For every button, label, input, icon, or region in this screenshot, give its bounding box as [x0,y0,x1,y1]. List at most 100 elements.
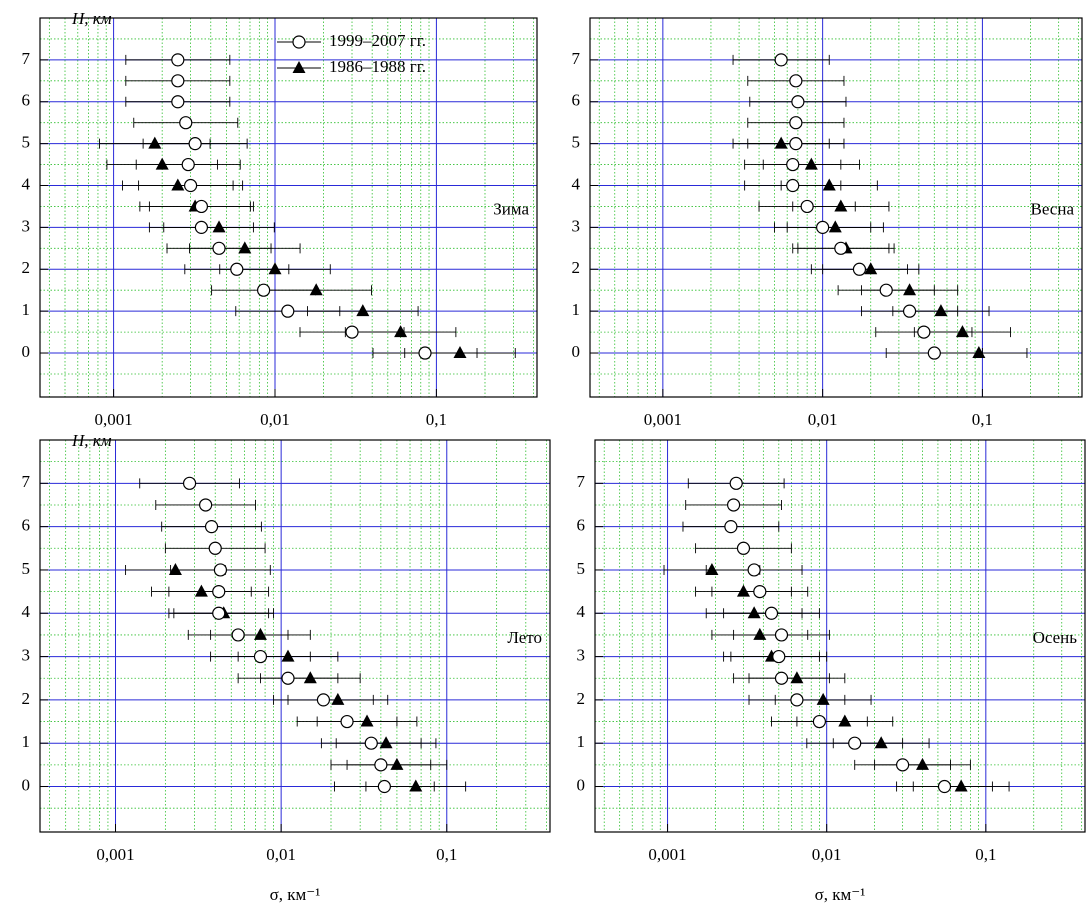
data-point [394,325,408,338]
data-point [772,649,786,664]
data-point [786,178,800,193]
data-point [204,520,219,534]
data-point [852,262,867,276]
data-point [848,736,862,750]
data-point [774,136,788,149]
panel-label: Осень [1033,628,1078,647]
data-point [390,757,404,770]
data-point [822,178,836,191]
y-tick-label: 1 [577,732,586,751]
panel-label: Весна [1031,200,1075,219]
data-point [726,498,741,512]
data-point [927,346,941,360]
panel-label: Лето [507,628,542,647]
data-point [789,116,803,130]
x-tick-label: 0,001 [94,410,132,429]
data-point [213,563,228,577]
data-point [736,584,750,597]
plot-frame [589,17,1083,398]
data-point [194,199,209,214]
data-point [182,476,197,490]
data-point [303,671,317,684]
panel: 0,001 0,01 0,1 0 1 2 3 4 5 6 7 H, км Зима 1999–2007 г… [22,9,538,429]
x-tick-label: 0,1 [436,845,457,864]
data-point [316,693,331,707]
y-tick-label: 2 [572,258,581,277]
data-point [804,157,818,170]
x-tick-label: 0,1 [972,410,993,429]
data-point [418,346,432,360]
x-tick-label: 0,01 [808,410,838,429]
y-tick-label: 3 [22,216,31,235]
data-point [747,563,761,577]
data-point [747,606,761,619]
x-tick-label: 0,01 [260,410,290,429]
y-tick-label: 5 [572,133,581,152]
data-point [934,304,948,317]
data-point [257,283,271,297]
data-point [789,137,803,151]
data-point [379,736,393,749]
y-tick-label: 6 [22,91,31,110]
data-point [171,74,185,88]
data-point [188,137,202,151]
data-point [915,757,929,770]
data-point [374,758,388,772]
x-tick-label: 0,001 [644,410,682,429]
data-point [148,136,162,149]
data-point [903,283,917,296]
data-point [834,199,848,212]
data-point [874,736,888,749]
data-point [281,671,295,685]
x-tick-label: 0,01 [812,845,842,864]
data-point [345,325,359,339]
data-point [789,74,803,88]
data-point [155,157,169,170]
y-tick-label: 1 [22,732,31,751]
data-point [879,283,893,297]
panel: 0,001 0,01 0,1 0 1 2 3 4 5 6 7 Весна [572,17,1083,429]
data-point [955,325,969,338]
data-point [937,779,952,794]
data-point [954,779,968,792]
x-tick-label: 0,1 [426,410,447,429]
y-tick-label: 1 [572,300,581,319]
plot-frame [39,439,551,833]
data-point [753,627,767,640]
data-point [331,692,345,705]
y-tick-label: 7 [572,49,581,68]
panel: 0,001 0,01 0,1 0 1 2 3 4 5 6 7 H, км σ, км⁻¹ Лето [22,431,551,904]
data-point [753,585,767,599]
y-tick-label: 3 [572,216,581,235]
data-point [896,758,910,772]
data-point [828,220,842,233]
data-point [281,649,295,662]
data-point [790,693,804,707]
legend-marker [292,35,306,49]
y-tick-label: 7 [22,472,31,491]
data-point [212,585,226,599]
y-tick-label: 6 [577,516,586,535]
data-point [208,541,222,555]
data-point [360,714,374,727]
y-tick-label: 0 [22,342,31,361]
data-point [724,520,738,534]
y-tick-label: 6 [22,516,31,535]
y-tick-label: 2 [22,689,31,708]
data-point [774,53,788,67]
data-point [168,562,182,575]
y-tick-label: 7 [22,49,31,68]
y-tick-label: 0 [22,775,31,794]
data-point [268,262,282,275]
y-tick-label: 5 [577,559,586,578]
y-tick-label: 2 [577,689,586,708]
data-point [171,53,185,67]
y-tick-label: 0 [572,342,581,361]
legend-label: 1986–1988 гг. [329,57,426,76]
x-tick-label: 0,1 [975,845,996,864]
data-point [171,178,185,191]
panel-label: Зима [493,200,529,219]
data-point [816,692,830,705]
y-tick-label: 2 [22,258,31,277]
